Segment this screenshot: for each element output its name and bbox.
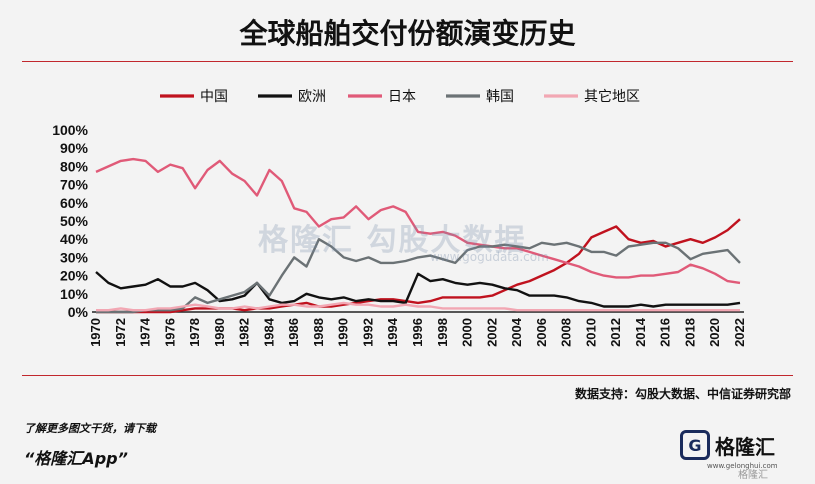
x-tick-label: 2006 [534, 318, 549, 347]
x-tick-label: 2020 [707, 318, 722, 347]
x-tick-label: 2004 [509, 317, 524, 347]
legend-label-3: 日本 [388, 89, 416, 105]
x-tick-label: 1984 [261, 317, 276, 347]
promo-line-1: 了解更多图文干货，请下载 [24, 422, 156, 435]
promo-line-2: “格隆汇App” [24, 449, 128, 468]
legend-label-4: 韩国 [486, 89, 514, 105]
logo-url: www.gelonghui.com [707, 462, 778, 470]
x-tick-label: 1980 [212, 318, 227, 347]
x-tick-label: 1998 [435, 318, 450, 347]
y-tick-label: 90% [60, 140, 89, 156]
x-tick-label: 2008 [559, 318, 574, 347]
y-tick-label: 0% [68, 304, 89, 320]
x-tick-label: 2000 [460, 318, 475, 347]
x-tick-label: 2016 [658, 318, 673, 347]
x-tick-label: 2012 [608, 318, 623, 347]
brand-logo[interactable]: G 格隆汇 [680, 430, 775, 460]
watermark-url: www.gogudata.com [430, 250, 549, 264]
x-tick-label: 1972 [113, 318, 128, 347]
corner-watermark: 格隆汇 [738, 470, 768, 481]
y-tick-label: 40% [60, 231, 89, 247]
chart-title: 全球船舶交付份额演变历史 [239, 17, 576, 50]
x-tick-label: 1994 [385, 317, 400, 347]
y-tick-label: 30% [60, 249, 89, 265]
x-tick-label: 1986 [286, 318, 301, 347]
logo-g-icon: G [680, 430, 710, 460]
x-tick-label: 1990 [336, 318, 351, 347]
x-tick-label: 2010 [583, 318, 598, 347]
legend-label-1: 中国 [200, 89, 228, 105]
y-tick-label: 10% [60, 286, 89, 302]
x-tick-label: 1996 [410, 318, 425, 347]
series-line-1 [96, 218, 741, 314]
x-tick-label: 1982 [237, 318, 252, 347]
top-divider [22, 61, 793, 62]
x-tick-label: 1974 [138, 317, 153, 347]
y-tick-label: 60% [60, 195, 89, 211]
x-tick-label: 2018 [682, 318, 697, 347]
watermark-text: 格隆汇 勾股大数据 [258, 223, 527, 258]
y-tick-label: 50% [60, 213, 89, 229]
x-tick-label: 2014 [633, 317, 648, 347]
source-note: 数据支持：勾股大数据、中信证券研究部 [574, 387, 791, 401]
x-tick-label: 1970 [88, 318, 103, 347]
logo-text: 格隆汇 [715, 434, 775, 459]
y-tick-label: 20% [60, 268, 89, 284]
x-tick-label: 2022 [732, 318, 747, 347]
x-tick-label: 2002 [484, 318, 499, 347]
legend-label-2: 欧洲 [298, 89, 326, 105]
y-tick-label: 100% [52, 122, 88, 138]
series-line-3 [95, 157, 741, 285]
x-tick-label: 1978 [187, 318, 202, 347]
series-line-4 [96, 237, 741, 314]
bottom-divider [22, 375, 793, 376]
y-tick-label: 80% [60, 158, 89, 174]
y-tick-label: 70% [60, 177, 89, 193]
x-tick-label: 1992 [360, 318, 375, 347]
series-line-2 [95, 271, 741, 308]
legend-label-5: 其它地区 [584, 88, 640, 105]
series-line-5 [96, 301, 740, 312]
x-tick-label: 1988 [311, 318, 326, 347]
x-tick-label: 1976 [162, 318, 177, 347]
